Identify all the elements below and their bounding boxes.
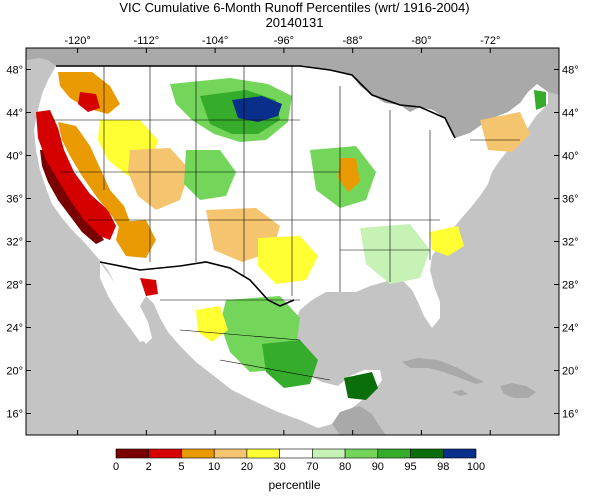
- patch-northeast-tan: [480, 112, 530, 152]
- lat-tick-label-right: 44°: [562, 108, 579, 120]
- lon-tick-label: -104°: [202, 35, 228, 47]
- jamaica-land: [452, 390, 468, 396]
- hispaniola-land: [500, 383, 536, 398]
- patch-california-orange: [58, 122, 130, 232]
- lat-tick-label-left: 36°: [6, 194, 23, 206]
- legend-break-label: 0: [113, 461, 119, 473]
- patch-dakota-blue: [232, 96, 282, 122]
- legend-swatch: [115, 448, 150, 459]
- lat-tick-label-left: 40°: [6, 151, 23, 163]
- lat-tick-label-right: 48°: [562, 65, 579, 77]
- patch-oregon-red: [78, 92, 100, 112]
- legend-break-label: 10: [208, 461, 220, 473]
- legend-colorbar: 0 2 5 10 20 30 70 80 90 95 98 100: [113, 448, 485, 473]
- patch-wyoming-green: [184, 150, 236, 200]
- patch-arizona-orange: [116, 220, 156, 258]
- legend-swatch: [312, 448, 346, 459]
- lat-tick-label-right: 36°: [562, 194, 579, 206]
- lat-tick-label-right: 24°: [562, 323, 579, 335]
- legend-swatch: [279, 448, 313, 459]
- legend-swatch: [213, 448, 248, 459]
- legend-swatch: [442, 448, 477, 459]
- patch-maine-green: [534, 90, 546, 110]
- lat-tick-label-left: 16°: [6, 409, 23, 421]
- map-title: VIC Cumulative 6-Month Runoff Percentile…: [119, 0, 470, 15]
- political-borders: [52, 65, 520, 381]
- patch-baja-red: [140, 278, 158, 296]
- lon-tick-label: -96°: [274, 35, 294, 47]
- lat-tick-label-left: 48°: [6, 65, 23, 77]
- percentile-patches: [36, 72, 546, 400]
- lat-tick-label-right: 28°: [562, 280, 579, 292]
- legend-break-label: 20: [241, 461, 253, 473]
- patch-california-dry: [36, 110, 116, 240]
- lon-tick-label: -120°: [64, 35, 90, 47]
- lat-tick-label-right: 16°: [562, 409, 579, 421]
- central-america-land: [332, 406, 386, 435]
- legend-swatch: [377, 448, 411, 459]
- lon-tick-label: -112°: [134, 35, 160, 47]
- us-mexico-border: [99, 261, 295, 307]
- legend-break-label: 70: [306, 461, 318, 473]
- lon-tick-label: -72°: [480, 35, 500, 47]
- legend-break-label: 30: [274, 461, 286, 473]
- legend-break-label: 95: [404, 461, 416, 473]
- lat-tick-label-right: 40°: [562, 151, 579, 163]
- lon-tick-label: -88°: [343, 35, 363, 47]
- lat-tick-label-left: 24°: [6, 323, 23, 335]
- patch-great-basin-tan: [128, 148, 190, 210]
- patch-southeast-green: [360, 224, 430, 284]
- axis-ticks: -120° -112° -104° -96° -88° -80° -72° 48° 48° 44°…: [6, 35, 579, 435]
- legend-break-label: 80: [339, 461, 351, 473]
- lat-tick-label-left: 32°: [6, 237, 23, 249]
- map-panel: -120° -112° -104° -96° -88° -80° -72° 48° 48° 44°…: [6, 35, 579, 436]
- legend-break-label: 5: [178, 461, 184, 473]
- lat-tick-label-left: 20°: [6, 366, 23, 378]
- lon-tick-label: -80°: [411, 35, 431, 47]
- patch-yucatan-darkgreen: [344, 372, 378, 400]
- legend-break-label: 100: [467, 461, 485, 473]
- lat-tick-label-left: 44°: [6, 108, 23, 120]
- legend-break-label: 2: [146, 461, 152, 473]
- lat-tick-label-right: 32°: [562, 237, 579, 249]
- lat-tick-label-left: 28°: [6, 280, 23, 292]
- patch-texas-yellow: [258, 236, 318, 284]
- patch-carolinas-yellow: [430, 226, 464, 256]
- legend-swatch: [410, 448, 444, 459]
- patch-mexico-yellow: [196, 306, 228, 342]
- legend-break-label: 98: [437, 461, 449, 473]
- lat-tick-label-right: 20°: [562, 366, 579, 378]
- legend-swatch: [344, 448, 379, 459]
- cuba-land: [402, 358, 484, 384]
- mexico-state-lines: [160, 299, 331, 381]
- legend-swatch: [148, 448, 182, 459]
- baja-california-land: [100, 262, 148, 342]
- legend-caption: percentile: [268, 478, 321, 492]
- patch-illinois-orange: [338, 158, 360, 192]
- us-canada-border: [56, 65, 456, 139]
- legend-swatch: [246, 448, 280, 459]
- legend-break-label: 90: [372, 461, 384, 473]
- map-date: 20140131: [265, 15, 324, 30]
- patch-mexico-darkgreen: [262, 340, 318, 388]
- legend-swatch: [181, 448, 215, 459]
- patch-pacific-northwest-orange: [58, 72, 120, 114]
- canada-land: [26, 48, 559, 138]
